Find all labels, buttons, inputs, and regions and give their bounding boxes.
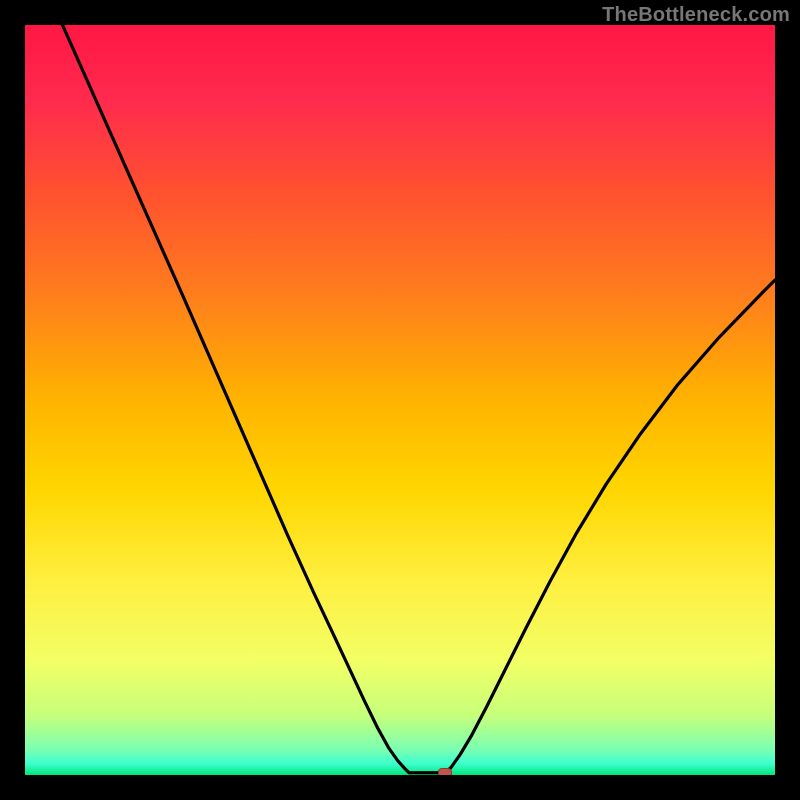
notch-marker <box>438 768 452 775</box>
plot-area <box>25 25 775 775</box>
chart-frame: TheBottleneck.com <box>0 0 800 800</box>
curve-layer <box>25 25 775 775</box>
watermark-text: TheBottleneck.com <box>602 4 790 27</box>
bottleneck-curve <box>63 25 776 773</box>
